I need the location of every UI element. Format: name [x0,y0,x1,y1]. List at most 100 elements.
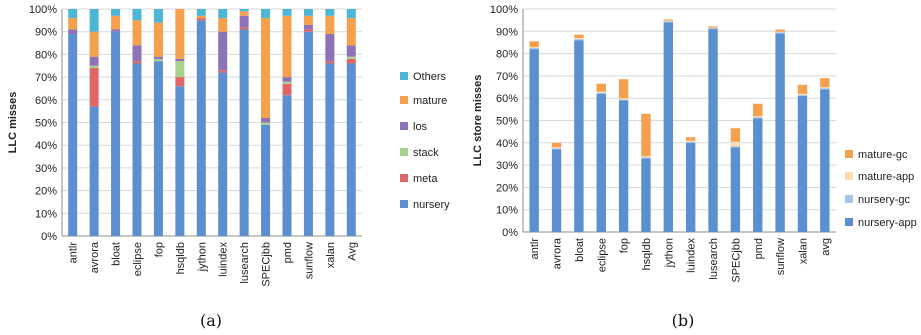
y-tick-label: 10% [496,205,518,217]
bar-nursery-gc-xalan [797,94,808,96]
y-tick-label: 50% [496,116,518,128]
x-tick-label: antlr [529,238,541,260]
bar-los-luindex [218,31,228,71]
bar-mature-SPECjbb [261,18,271,118]
bar-Others-lusearch [239,9,249,12]
bar-meta-pmd [282,83,292,96]
bar-nursery-app-antlr [529,49,539,232]
bar-nursery-app-hsqldb [641,158,651,232]
y-tick-label: 70% [496,71,518,83]
bar-mature-app-jython [663,20,674,22]
x-tick-label: fop [619,238,631,253]
y-tick-label: 90% [35,27,57,39]
y-tick-label: 100% [29,4,57,16]
bar-nursery-jython [196,20,206,236]
bar-mature-eclipse [132,20,142,46]
x-tick-label: xalan [797,238,809,264]
bar-Others-luindex [218,9,228,19]
bar-los-eclipse [132,45,142,62]
bar-mature-gc-SPECjbb [730,128,741,142]
y-tick-label: 40% [496,138,518,150]
bar-mature-app-eclipse [596,91,606,93]
bar-los-sunflow [303,24,313,30]
legend-swatch-Others [400,72,408,80]
bar-nursery-sunflow [303,31,313,237]
bar-mature-antlr [68,18,78,30]
bar-nursery-gc-pmd [753,117,763,119]
bar-nursery-gc-luindex [685,141,696,143]
bar-stack-Avg [346,56,356,59]
legend-label-stack: stack [413,147,439,159]
bar-nursery-antlr [68,33,78,236]
bar-nursery-hsqldb [175,86,185,237]
x-tick-label: sunflow [775,238,787,275]
legend-swatch-los [400,122,408,130]
legend-label-mature: mature [413,95,447,107]
bar-mature-gc-avrora [551,142,562,148]
x-tick-label: fop [153,242,165,257]
y-tick-label: 60% [496,93,518,105]
bar-meta-Avg [346,58,356,64]
bar-nursery-gc-jython [663,21,674,23]
bar-los-Avg [346,45,356,57]
bar-mature-pmd [282,15,292,78]
bar-mature-gc-hsqldb [641,113,651,157]
bar-nursery-gc-sunflow [775,32,785,34]
x-tick-label: lusearch [708,238,720,280]
x-tick-label: pmd [282,242,294,263]
x-tick-label: Avg [346,242,358,261]
y-tick-label: 80% [35,49,57,61]
x-tick-label: lusearch [239,242,251,284]
legend-swatch-mature [400,96,408,104]
bar-stack-avrora [89,65,99,69]
x-tick-label: jython [663,238,675,268]
bar-Others-sunflow [303,9,313,16]
bar-nursery-gc-eclipse [596,92,606,94]
bar-meta-eclipse [132,61,142,64]
bar-los-antlr [68,29,78,34]
x-tick-label: eclipse [132,242,144,276]
bar-Others-fop [153,9,163,23]
bar-meta-hsqldb [175,77,185,87]
bar-nursery-xalan [325,63,335,237]
bar-nursery-pmd [282,95,292,236]
chart-caption: (a) [200,311,222,330]
bar-nursery-app-pmd [753,118,763,232]
bar-meta-luindex [218,70,228,73]
bar-nursery-Avg [346,63,356,237]
bar-nursery-gc-avg [820,88,830,90]
bar-mature-app-luindex [685,140,696,142]
bar-nursery-gc-lusearch [708,27,718,30]
y-axis-label: LLC store misses [472,75,484,167]
bar-mature-app-SPECjbb [730,141,741,147]
bar-Others-antlr [68,9,78,19]
legend-swatch-nursery-gc [845,195,853,203]
bar-mature-gc-luindex [685,137,696,141]
chart-b: 0% 10% 20% 30% 40% 50% 60% 70% 80% 90% 100% LLC sto… [472,4,917,330]
x-tick-label: luindex [686,238,698,273]
bar-los-pmd [282,77,292,82]
bar-nursery-gc-avrora [551,148,562,150]
bar-Others-bloat [111,9,121,16]
x-tick-label: luindex [218,242,230,277]
bar-stack-SPECjbb [261,122,271,125]
x-tick-label: avrora [552,237,564,269]
bar-mature-xalan [325,15,335,34]
legend-label-nursery: nursery [413,199,450,211]
bar-nursery-app-avrora [551,149,562,232]
bar-nursery-gc-fop [618,99,629,101]
bar-nursery-app-eclipse [596,93,606,233]
x-tick-label: SPECjbb [730,238,742,283]
legend-swatch-mature-app [845,172,853,180]
bar-mature-fop [153,22,163,57]
bar-mature-gc-sunflow [775,29,785,32]
bar-nursery-gc-SPECjbb [730,146,741,148]
bar-mature-app-avrora [551,147,562,149]
y-tick-label: 30% [496,160,518,172]
bar-mature-gc-avg [820,78,830,88]
x-tick-label: pmd [753,238,765,259]
bar-Others-avrora [89,9,99,32]
bar-mature-bloat [111,15,121,30]
chart-caption: (b) [672,311,695,330]
bar-mature-gc-eclipse [596,83,606,92]
